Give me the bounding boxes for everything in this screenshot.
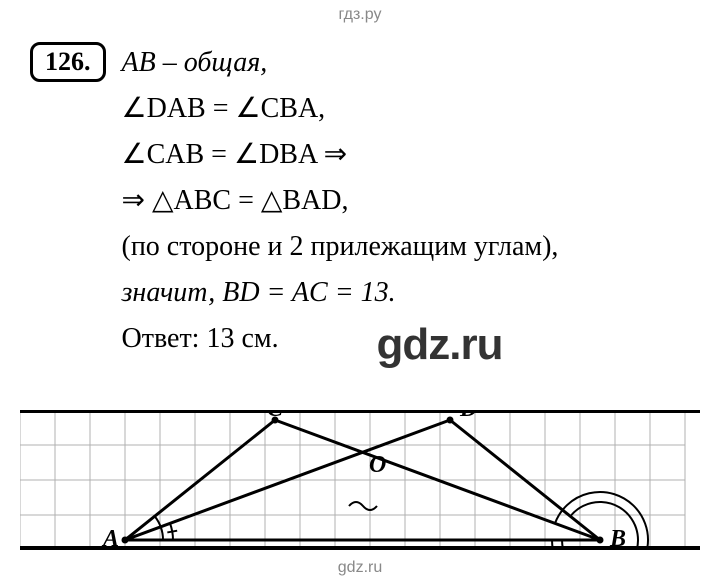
svg-text:D: D xyxy=(459,410,477,422)
line-7: Ответ: 13 см. gdz.ru xyxy=(122,318,559,360)
line-4: ⇒ △ABC = △BAD, xyxy=(122,180,559,222)
svg-text:O: O xyxy=(369,452,386,478)
problem-number-box: 126. xyxy=(30,42,106,82)
line-1: AB – общая, xyxy=(122,42,559,84)
line-2: ∠DAB = ∠CBA, xyxy=(122,88,559,130)
line-3: ∠CAB = ∠DBA ⇒ xyxy=(122,134,559,176)
watermark-bottom: gdz.ru xyxy=(0,559,720,577)
watermark-big: gdz.ru xyxy=(377,312,503,378)
svg-text:A: A xyxy=(101,526,119,550)
solution-content: 126. AB – общая, ∠DAB = ∠CBA, ∠CAB = ∠DB… xyxy=(0,24,720,374)
svg-text:B: B xyxy=(609,526,626,550)
watermark-top: гдз.ру xyxy=(0,0,720,24)
solution-body: AB – общая, ∠DAB = ∠CBA, ∠CAB = ∠DBA ⇒ ⇒… xyxy=(122,42,559,364)
line-5: (по стороне и 2 прилежащим углам), xyxy=(122,226,559,268)
geometry-diagram: A B C D O xyxy=(20,410,700,550)
svg-text:C: C xyxy=(267,410,284,422)
line-6: значит, BD = AC = 13. xyxy=(122,272,559,314)
